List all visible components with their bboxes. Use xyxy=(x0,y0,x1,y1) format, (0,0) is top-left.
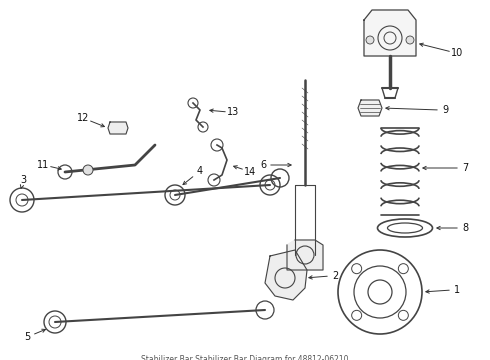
Polygon shape xyxy=(265,250,307,300)
Polygon shape xyxy=(108,122,128,134)
Circle shape xyxy=(406,36,414,44)
Text: 10: 10 xyxy=(451,48,463,58)
Text: 14: 14 xyxy=(244,167,256,177)
Text: 7: 7 xyxy=(462,163,468,173)
Text: 1: 1 xyxy=(454,285,460,295)
Polygon shape xyxy=(364,10,416,56)
Text: Stabilizer Bar Stabilizer Bar Diagram for 48812-06210: Stabilizer Bar Stabilizer Bar Diagram fo… xyxy=(141,355,349,360)
Polygon shape xyxy=(287,240,323,270)
Text: 12: 12 xyxy=(77,113,89,123)
Text: 13: 13 xyxy=(227,107,239,117)
Text: 11: 11 xyxy=(37,160,49,170)
Text: 4: 4 xyxy=(197,166,203,176)
Text: 8: 8 xyxy=(462,223,468,233)
Text: 5: 5 xyxy=(24,332,30,342)
Circle shape xyxy=(83,165,93,175)
Polygon shape xyxy=(358,100,382,116)
Text: 3: 3 xyxy=(21,175,26,185)
Text: 9: 9 xyxy=(442,105,448,115)
Text: 6: 6 xyxy=(260,160,266,170)
Text: 2: 2 xyxy=(332,271,338,280)
Circle shape xyxy=(366,36,374,44)
